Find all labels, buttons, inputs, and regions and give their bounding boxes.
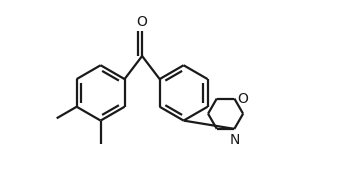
Text: N: N [229,133,240,147]
Text: O: O [237,92,248,106]
Text: O: O [137,15,147,29]
